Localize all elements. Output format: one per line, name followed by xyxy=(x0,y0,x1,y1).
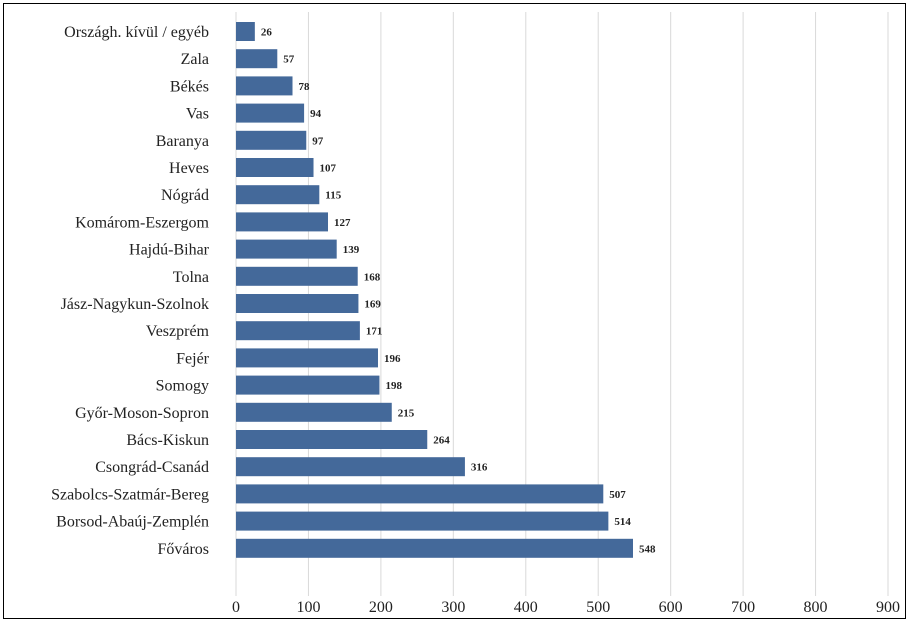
x-tick-label: 100 xyxy=(296,599,320,616)
data-label: 97 xyxy=(312,135,324,147)
bar xyxy=(236,484,604,504)
data-label: 26 xyxy=(261,27,273,39)
category-label: Baranya xyxy=(156,133,209,150)
bar xyxy=(236,430,428,449)
data-labels: 26 57 78 94 97 107 115 127 139 168 169 171 196 198 215… xyxy=(261,27,656,556)
x-tick-label: 900 xyxy=(876,599,900,616)
data-label: 127 xyxy=(334,217,351,229)
bar xyxy=(236,321,360,341)
bar xyxy=(236,266,358,286)
bar xyxy=(236,103,305,123)
category-label: Somogy xyxy=(156,378,209,395)
bar xyxy=(236,511,609,531)
data-label: 264 xyxy=(433,435,450,447)
category-label: Heves xyxy=(169,160,209,177)
category-label: Veszprém xyxy=(146,323,210,340)
x-tick-label: 0 xyxy=(232,599,240,616)
x-tick-label: 200 xyxy=(369,599,393,616)
bar xyxy=(236,375,380,395)
category-label: Jász-Nagykun-Szolnok xyxy=(61,296,209,313)
data-label: 215 xyxy=(398,407,415,419)
category-label: Országh. kívül / egyéb xyxy=(64,24,209,41)
x-tick-label: 600 xyxy=(659,599,683,616)
bar xyxy=(236,538,633,558)
category-label: Főváros xyxy=(157,541,209,558)
data-label: 139 xyxy=(343,244,360,256)
data-label: 196 xyxy=(384,353,401,365)
data-label: 169 xyxy=(364,299,381,311)
bar xyxy=(236,185,320,205)
category-labels: Országh. kívül / egyéb Zala Békés Vas Barany… xyxy=(51,24,210,558)
category-label: Győr-Moson-Sopron xyxy=(75,405,209,422)
category-label: Békés xyxy=(170,78,209,95)
category-label: Hajdú-Bihar xyxy=(129,242,210,259)
category-label: Vas xyxy=(186,106,209,123)
x-tick-label: 700 xyxy=(731,599,755,616)
category-label: Tolna xyxy=(173,269,209,286)
data-label: 94 xyxy=(310,108,322,120)
data-label: 507 xyxy=(609,489,626,501)
bar xyxy=(236,457,465,477)
bar xyxy=(236,158,314,177)
data-label: 78 xyxy=(299,81,311,93)
data-label: 198 xyxy=(385,380,402,392)
data-label: 57 xyxy=(283,54,295,66)
bar xyxy=(236,22,255,41)
data-label: 514 xyxy=(614,516,631,528)
data-label: 548 xyxy=(639,543,656,555)
x-tick-label: 500 xyxy=(586,599,610,616)
x-tick-label: 300 xyxy=(441,599,465,616)
bar xyxy=(236,212,329,232)
x-axis-ticks: 0 100 200 300 400 500 600 700 800 900 xyxy=(232,599,900,616)
bar xyxy=(236,130,307,150)
bars xyxy=(236,22,633,558)
data-label: 107 xyxy=(320,163,337,175)
category-label: Nógrád xyxy=(161,187,209,204)
data-label: 171 xyxy=(366,326,383,338)
x-tick-label: 400 xyxy=(514,599,538,616)
data-label: 168 xyxy=(364,271,381,283)
bar xyxy=(236,49,278,69)
bar xyxy=(236,239,337,259)
category-label: Szabolcs-Szatmár-Bereg xyxy=(51,486,209,503)
data-label: 115 xyxy=(325,190,341,202)
category-label: Bács-Kiskun xyxy=(126,432,209,449)
bar xyxy=(236,294,359,313)
category-label: Fejér xyxy=(176,350,210,367)
bar xyxy=(236,76,293,96)
category-label: Komárom-Eszergom xyxy=(75,214,209,231)
category-label: Zala xyxy=(181,51,209,68)
data-label: 316 xyxy=(471,462,488,474)
bar xyxy=(236,402,392,422)
bar xyxy=(236,348,378,368)
category-label: Borsod-Abaúj-Zemplén xyxy=(56,514,209,531)
x-tick-label: 800 xyxy=(804,599,828,616)
category-label: Csongrád-Csanád xyxy=(95,459,209,476)
